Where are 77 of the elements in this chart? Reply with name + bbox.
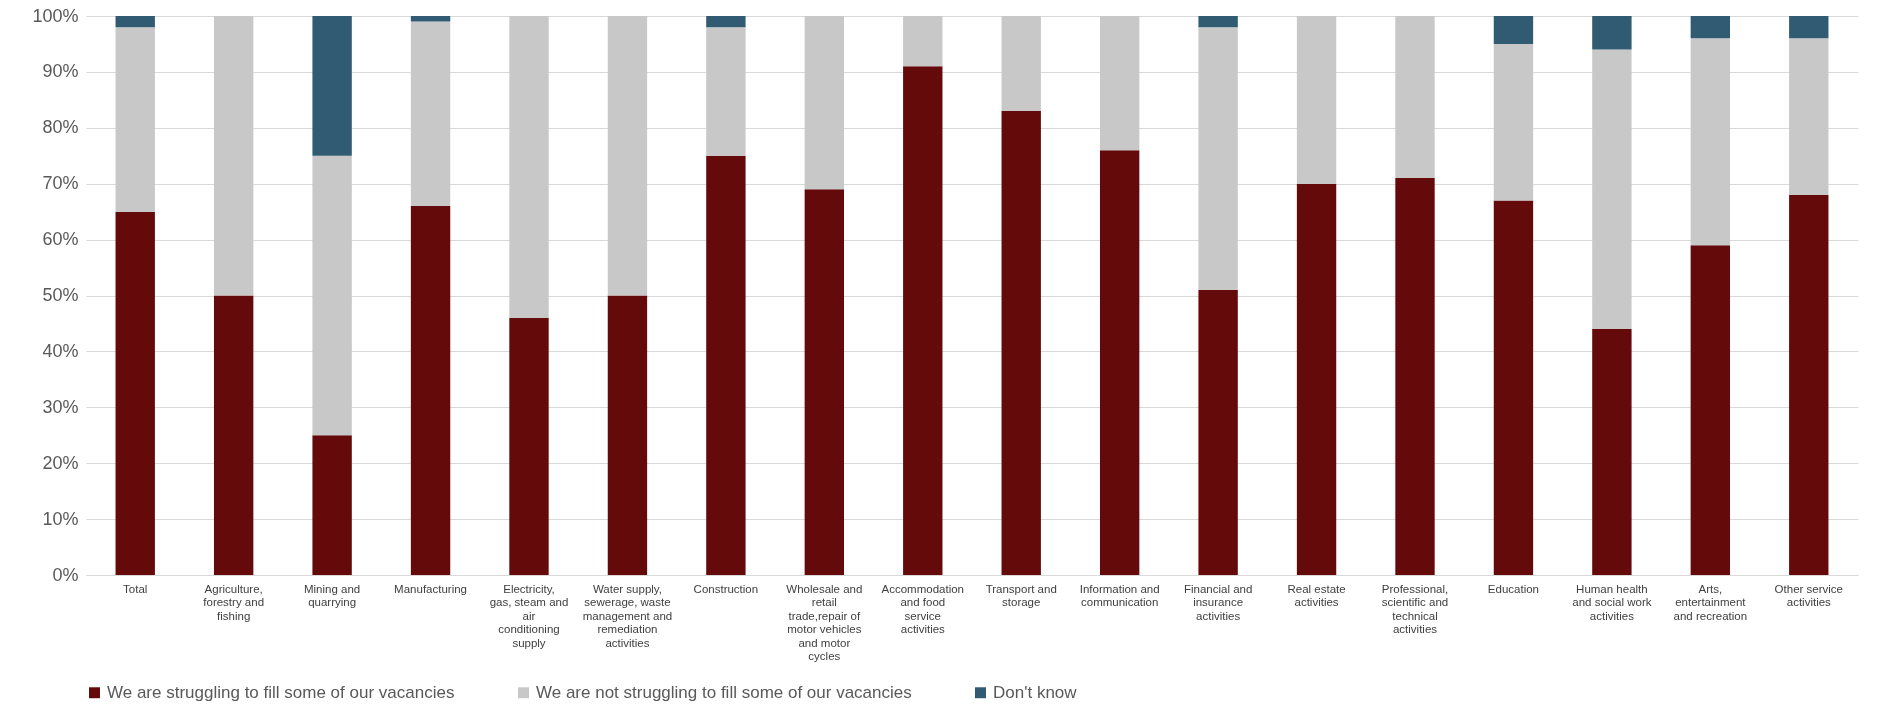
y-tick-label: 10% bbox=[42, 508, 79, 529]
bar bbox=[509, 317, 549, 575]
bar bbox=[410, 21, 451, 207]
bar bbox=[1395, 178, 1435, 575]
legend-label: We are not struggling to fill some of our vacancies bbox=[536, 682, 912, 702]
bar bbox=[1198, 27, 1238, 290]
bar bbox=[1198, 16, 1238, 28]
bar bbox=[1493, 43, 1534, 201]
bar bbox=[1690, 38, 1731, 246]
y-tick-label: 30% bbox=[42, 396, 79, 417]
bar bbox=[410, 206, 451, 575]
bar bbox=[1789, 16, 1829, 39]
bar bbox=[804, 16, 845, 190]
bar bbox=[115, 27, 155, 212]
x-tick-label: Financial and insurance activities bbox=[1183, 582, 1253, 622]
legend-label: Don't know bbox=[993, 682, 1078, 702]
bar bbox=[607, 16, 648, 296]
bar bbox=[1493, 200, 1534, 575]
bar bbox=[1001, 111, 1041, 575]
bar bbox=[706, 27, 746, 156]
bar bbox=[1296, 16, 1337, 184]
bar bbox=[903, 16, 943, 67]
x-tick-label: Manufacturing bbox=[394, 582, 467, 595]
bar bbox=[1789, 38, 1829, 195]
bar bbox=[1296, 183, 1337, 575]
bar bbox=[706, 16, 746, 28]
bar bbox=[213, 16, 254, 296]
x-tick-label: Construction bbox=[693, 582, 759, 595]
bar bbox=[312, 155, 352, 436]
bar bbox=[509, 16, 549, 318]
y-tick-label: 60% bbox=[42, 229, 79, 250]
bar bbox=[1198, 289, 1238, 575]
bar bbox=[706, 155, 746, 575]
x-tick-label: Real estate activities bbox=[1287, 582, 1346, 608]
bar bbox=[1690, 16, 1731, 39]
bar bbox=[903, 66, 943, 575]
bar bbox=[115, 211, 155, 575]
bar bbox=[804, 189, 845, 575]
x-tick-label: Professional, scientific and technical activities bbox=[1381, 582, 1449, 635]
x-tick-label: Transport and storage bbox=[985, 582, 1057, 608]
bar bbox=[1395, 16, 1435, 179]
x-tick-label: Education bbox=[1487, 582, 1540, 595]
x-tick-label: Agriculture, forestry and fishing bbox=[203, 582, 265, 622]
y-tick-label: 20% bbox=[42, 452, 79, 473]
bar bbox=[312, 435, 352, 575]
x-tick-label: Accommodation and food service activities bbox=[881, 582, 965, 635]
x-tick-label: Electricity, gas, steam and air conditioning supply bbox=[489, 582, 569, 649]
bar bbox=[115, 16, 155, 28]
bar bbox=[312, 16, 352, 156]
x-tick-label: Total bbox=[123, 582, 148, 595]
bar bbox=[213, 295, 254, 575]
x-tick-label: Other service activities bbox=[1774, 582, 1843, 608]
bar bbox=[1592, 16, 1632, 50]
x-tick-label: Human health and social work activities bbox=[1572, 582, 1652, 622]
bar bbox=[410, 16, 451, 22]
bar bbox=[1789, 194, 1829, 575]
x-tick-label: Water supply, sewerage, waste management and remediation activities bbox=[582, 582, 673, 649]
y-tick-label: 90% bbox=[42, 61, 79, 82]
y-tick-label: 50% bbox=[42, 285, 79, 305]
y-tick-label: 100% bbox=[32, 5, 79, 26]
bar bbox=[607, 295, 648, 575]
x-tick-label: Mining and quarrying bbox=[303, 582, 361, 608]
bar bbox=[1690, 245, 1731, 575]
x-tick-label: Wholesale and retail trade,repair of motor vehicles and motor cycles bbox=[786, 582, 863, 662]
bar bbox=[1099, 150, 1140, 575]
bar bbox=[1592, 49, 1632, 330]
y-tick-label: 70% bbox=[42, 173, 79, 194]
legend-label: We are struggling to fill some of our vacancies bbox=[107, 682, 455, 702]
y-tick-label: 80% bbox=[42, 117, 79, 138]
x-tick-label: Information and communication bbox=[1079, 582, 1160, 608]
y-tick-label: 40% bbox=[42, 340, 79, 361]
bar bbox=[1001, 16, 1041, 112]
y-tick-label: 0% bbox=[52, 564, 79, 585]
x-tick-label: Arts, entertainment and recreation bbox=[1673, 582, 1748, 622]
bar bbox=[1099, 16, 1140, 151]
bar bbox=[1493, 16, 1534, 44]
bar bbox=[1592, 329, 1632, 575]
